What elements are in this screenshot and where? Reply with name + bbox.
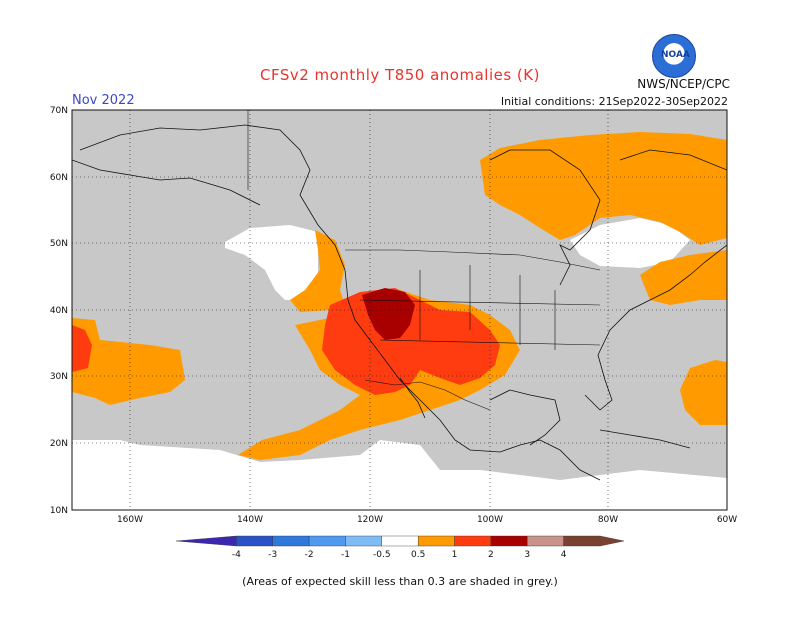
anomaly-0-5-east-canada [480,132,727,245]
anomaly-0-5-coast [290,230,345,312]
longitude-labels: 160W 140W 120W 100W 80W 60W [117,515,737,525]
anomaly-0-5-west-pacific [72,318,185,405]
lat-label: 50N [50,239,68,249]
latitude-labels: 70N 60N 50N 40N 30N 20N 10N [50,106,68,516]
colorbar-label: 2 [488,550,494,560]
near-zero-area-hudson [570,218,690,268]
forecast-month: Nov 2022 [72,93,135,108]
colorbar-swatch [381,535,419,547]
colorbar-swatch [345,535,383,547]
skill-footnote: (Areas of expected skill less than 0.3 a… [242,575,558,588]
map-frame [71,109,728,511]
political-borders [247,110,601,411]
colorbar-swatch [527,535,564,547]
colorbar-label: -1 [341,550,350,560]
colorbar-label: -2 [305,550,314,560]
lat-label: 10N [50,506,68,516]
map-title: CFSv2 monthly T850 anomalies (K) [260,66,540,84]
colorbar-label: 4 [561,550,567,560]
lat-label: 30N [50,372,68,382]
anomaly-0-5-northeast [640,250,727,305]
lat-label: 20N [50,439,68,449]
colorbar-swatch [272,535,310,547]
lon-label: 120W [357,515,383,525]
lat-label: 70N [50,106,68,116]
graticule [72,110,727,510]
colorbar-label: 0.5 [411,550,425,560]
colorbar-swatch [308,535,346,547]
lon-label: 100W [477,515,503,525]
coastlines [72,124,727,481]
colorbar-swatch [490,535,528,547]
colorbar: -4 -3 -2 -1 -0.5 0.5 1 2 3 4 [175,535,625,560]
initial-conditions: Initial conditions: 21Sep2022-30Sep2022 [500,95,728,108]
colorbar-label: -3 [268,550,277,560]
colorbar-label: 1 [452,550,458,560]
anomaly-1-west-edge [72,325,92,372]
anomaly-1-southwest [322,288,500,395]
near-zero-area-south [72,440,727,510]
colorbar-swatch [563,535,625,547]
lon-label: 80W [598,515,618,525]
lon-label: 140W [237,515,263,525]
agency-label: NWS/NCEP/CPC [637,77,730,91]
colorbar-label: -0.5 [373,550,391,560]
logo-text: NOAA [661,50,690,60]
lat-label: 40N [50,306,68,316]
lat-label: 60N [50,173,68,183]
colorbar-label: -4 [232,550,241,560]
lon-label: 60W [717,515,737,525]
noaa-logo: NOAA [652,34,696,78]
colorbar-swatch [175,535,237,547]
colorbar-swatch [417,535,455,547]
near-zero-area-pacific [225,225,318,300]
map-field [72,110,727,510]
colorbar-swatch [236,535,273,547]
colorbar-swatch [454,535,492,547]
lon-label: 160W [117,515,143,525]
colorbar-label: 3 [524,550,530,560]
anomaly-0-5-atlantic [680,360,727,425]
